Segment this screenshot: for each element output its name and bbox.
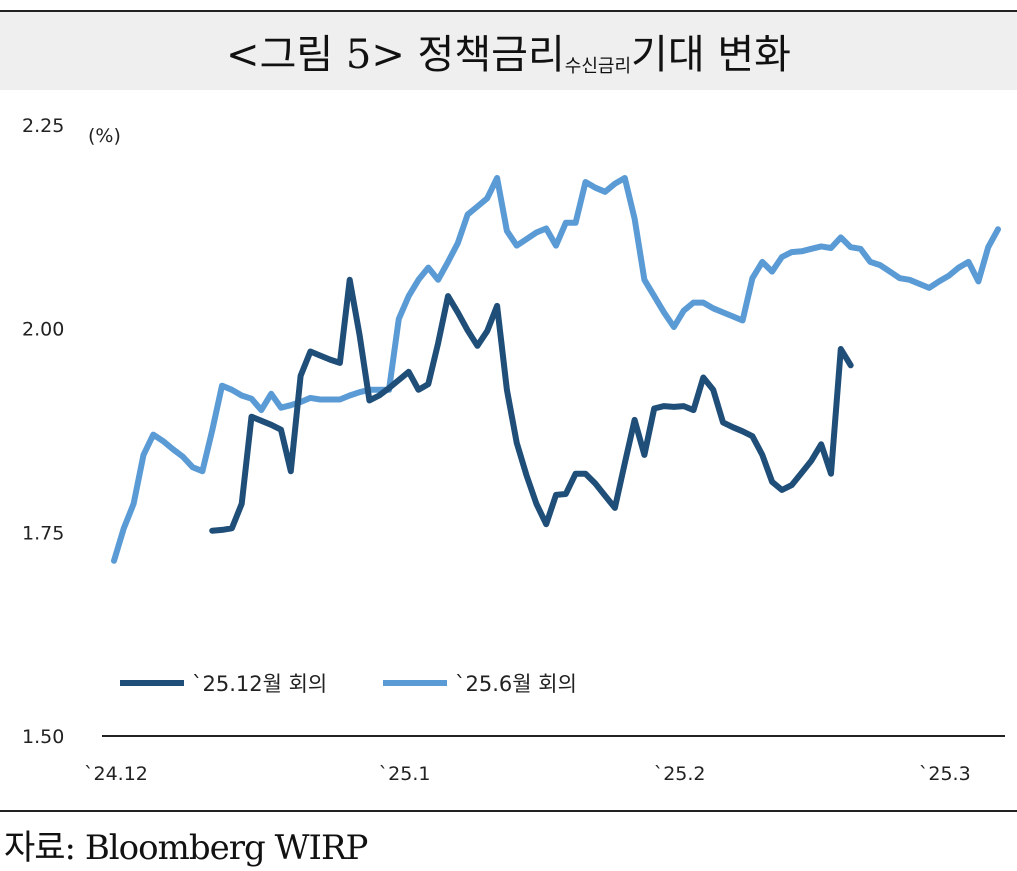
- figure-title-subscript: 수신금리: [564, 56, 632, 77]
- y-tick-label: 2.25: [22, 115, 64, 137]
- legend-label: `25.12월 회의: [192, 672, 327, 696]
- title-band: [0, 12, 1017, 90]
- y-tick-label: 2.00: [22, 319, 64, 341]
- top-rule: [0, 10, 1017, 12]
- series-line-dec-meeting: [209, 276, 854, 534]
- x-tick-label: `25.2: [654, 763, 706, 785]
- series-group: [111, 175, 1001, 564]
- y-axis-ticks: 2.25 2.00 1.75 1.50: [22, 115, 64, 748]
- y-axis-unit-label: (%): [88, 125, 121, 147]
- x-tick-label: `25.3: [919, 763, 971, 785]
- series-line-jun-meeting: [111, 175, 1001, 564]
- y-tick-label: 1.75: [22, 522, 64, 544]
- x-axis-ticks: `24.12 `25.1 `25.2 `25.3: [84, 763, 971, 785]
- figure-title-suffix: 기대 변화: [631, 32, 791, 78]
- legend: `25.12월 회의 `25.6월 회의: [120, 672, 577, 696]
- x-tick-label: `24.12: [84, 763, 148, 785]
- bottom-rule: [0, 810, 1017, 812]
- figure-title: <그림 5> 정책금리 수신금리 기대 변화: [0, 12, 1017, 90]
- line-chart: 2.25 2.00 1.75 1.50 (%) `24.12 `25.1 `25.2 `25…: [22, 115, 1005, 785]
- source-note: 자료: Bloomberg WIRP: [4, 828, 368, 868]
- y-tick-label: 1.50: [22, 726, 64, 748]
- figure-title-main: <그림 5> 정책금리: [226, 32, 565, 78]
- legend-label: `25.6월 회의: [455, 672, 577, 696]
- x-tick-label: `25.1: [379, 763, 431, 785]
